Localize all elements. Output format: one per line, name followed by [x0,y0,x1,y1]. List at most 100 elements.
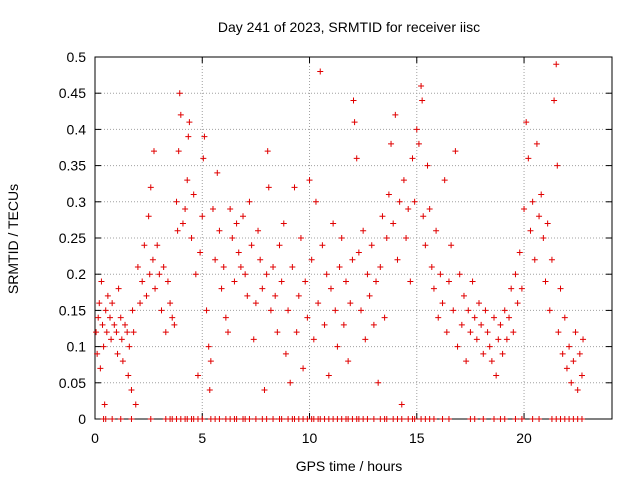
data-point [430,416,437,422]
data-point [364,271,371,278]
data-point [456,271,463,278]
data-point [107,314,114,321]
data-point [566,343,573,350]
data-point [289,263,296,270]
data-point [475,300,482,307]
y-tick-label: 0.05 [59,375,86,391]
data-point [554,162,561,169]
data-point [377,263,384,270]
data-point [334,343,341,350]
data-point [516,249,523,256]
data-point [199,213,206,220]
data-point [285,307,292,314]
data-point [201,133,208,140]
data-point [109,416,116,422]
data-point [146,271,153,278]
data-point [197,249,204,256]
data-point [364,416,371,422]
data-point [302,278,309,285]
data-point [370,321,377,328]
data-point [222,314,229,321]
data-point [220,263,227,270]
data-point [379,213,386,220]
data-point [366,292,373,299]
x-axis-label: GPS time / hours [296,458,403,474]
x-tick-label: 5 [198,430,206,446]
data-point [297,235,304,241]
data-point [469,278,476,285]
y-tick-label: 0.25 [59,230,86,246]
data-point [287,379,294,386]
data-point [160,263,167,270]
data-point [405,206,412,213]
data-point [259,285,266,292]
y-tick-label: 0.15 [59,302,86,318]
data-point [319,242,326,249]
data-point [94,350,101,357]
data-point [113,329,120,336]
data-point [358,307,365,314]
data-point [101,401,108,408]
data-point [192,271,199,278]
y-tick-label: 0.45 [59,85,86,101]
data-point [531,256,538,263]
data-point [413,126,420,133]
data-point [264,148,271,155]
data-point [445,416,452,422]
x-tick-label: 20 [516,430,532,446]
data-point [145,213,152,220]
data-point [306,177,313,184]
data-point [235,249,242,256]
data-point [546,307,553,314]
data-point [111,321,118,328]
data-point [212,256,219,263]
data-point [465,307,472,314]
data-point [118,336,125,343]
data-point [347,300,354,307]
data-point [267,307,274,314]
data-point [480,350,487,357]
x-tick-label: 0 [91,430,99,446]
data-point [158,307,165,314]
data-point [188,235,195,241]
data-point [149,256,156,263]
data-point [115,285,122,292]
data-point [368,242,375,249]
data-point [501,416,508,422]
data-point [452,148,459,155]
data-point [102,307,109,314]
data-point [278,416,285,422]
data-point [510,329,517,336]
data-point [102,416,109,422]
data-point [128,416,135,422]
data-point [246,198,253,205]
data-point [445,278,452,285]
data-point [349,256,356,263]
data-point [255,227,262,234]
data-point [240,213,247,220]
data-point [270,416,277,422]
data-point [209,206,216,213]
data-point [182,206,189,213]
data-point [443,329,450,336]
data-point [529,198,536,205]
data-point [147,416,154,422]
data-point [218,285,225,292]
data-point [315,300,322,307]
data-point [114,350,121,357]
data-point [229,235,236,241]
data-point [263,271,270,278]
y-tick-label: 0.3 [67,194,87,210]
data-point [506,314,513,321]
data-point [512,271,519,278]
data-point [323,271,330,278]
data-point [471,416,478,422]
data-point [179,220,186,227]
data-point [568,379,575,386]
data-point [495,336,502,343]
data-point [176,90,183,97]
data-point [484,329,491,336]
data-point [415,140,422,147]
data-point [128,387,135,394]
